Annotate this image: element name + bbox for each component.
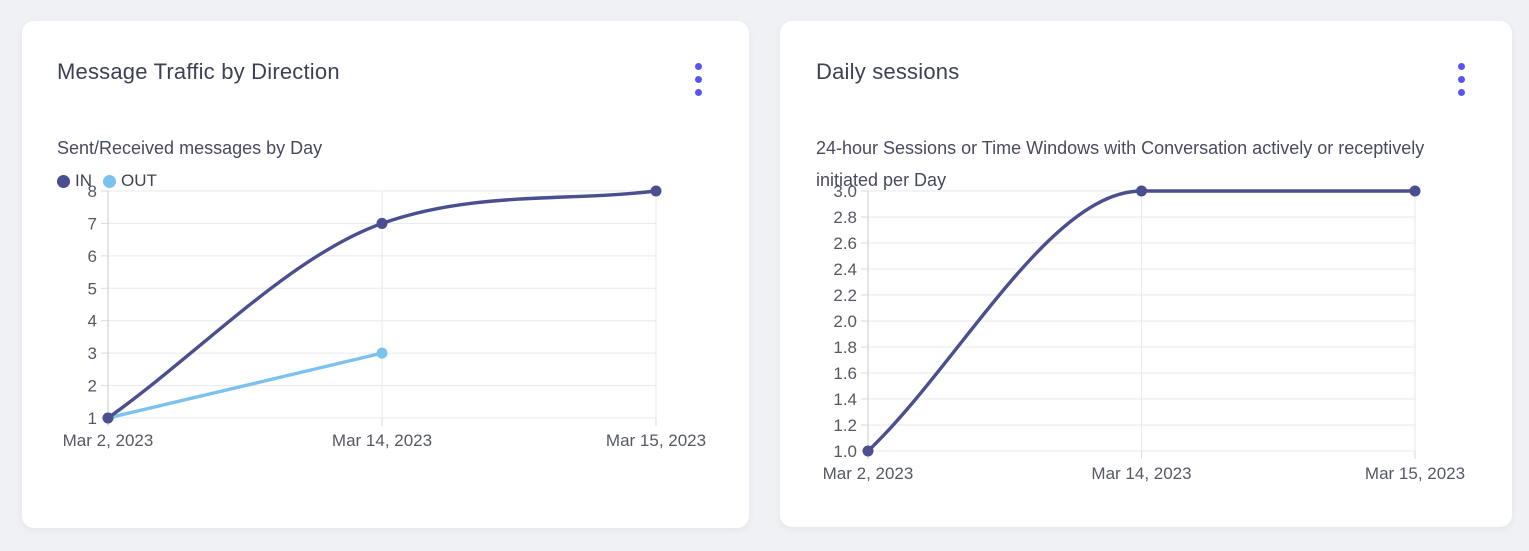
- svg-text:7: 7: [88, 214, 97, 233]
- svg-text:1: 1: [88, 409, 97, 428]
- card-header: Daily sessions: [816, 57, 1472, 98]
- svg-text:2.8: 2.8: [833, 208, 857, 227]
- svg-text:8: 8: [88, 182, 97, 201]
- daily-sessions-line-chart[interactable]: 1.0 1.2 1.4 1.6 1.8 2.0 2.2 2.4 2.6 2.8 3.0 Mar 2, …: [816, 181, 1506, 491]
- svg-text:1.2: 1.2: [833, 416, 857, 435]
- kebab-menu-icon: [695, 63, 702, 96]
- svg-text:Mar 15, 2023: Mar 15, 2023: [1365, 464, 1465, 483]
- svg-text:1.0: 1.0: [833, 442, 857, 461]
- message-traffic-line-chart[interactable]: 1 2 3 4 5 6 7 8 Mar 2, 2023 Mar 14, 2023 Mar 15, 2…: [44, 182, 724, 465]
- svg-text:Mar 14, 2023: Mar 14, 2023: [1091, 464, 1191, 483]
- svg-text:Mar 14, 2023: Mar 14, 2023: [332, 431, 432, 450]
- svg-text:6: 6: [88, 247, 97, 266]
- chart-legend: IN OUT: [57, 171, 709, 191]
- card-menu-button[interactable]: [690, 61, 707, 98]
- svg-text:Mar 2, 2023: Mar 2, 2023: [823, 464, 914, 483]
- svg-text:2.6: 2.6: [833, 234, 857, 253]
- svg-text:3.0: 3.0: [833, 182, 857, 201]
- card-title: Daily sessions: [816, 59, 960, 84]
- legend-dot-out: [103, 174, 116, 188]
- card-header: Message Traffic by Direction: [57, 57, 709, 98]
- svg-text:1.8: 1.8: [833, 338, 857, 357]
- svg-text:3: 3: [88, 344, 97, 363]
- svg-text:2.0: 2.0: [833, 312, 857, 331]
- svg-text:4: 4: [88, 312, 97, 331]
- daily-sessions-card: Daily sessions 24-hour Sessions or Time …: [780, 21, 1512, 527]
- legend-dot-in: [57, 174, 70, 188]
- legend-label-in: IN: [75, 171, 92, 190]
- card-subtitle: 24-hour Sessions or Time Windows with Co…: [816, 138, 1425, 190]
- svg-text:2.4: 2.4: [833, 260, 857, 279]
- card-title: Message Traffic by Direction: [57, 59, 340, 84]
- svg-text:2: 2: [88, 377, 97, 396]
- message-traffic-card: Message Traffic by Direction Sent/Receiv…: [22, 21, 749, 528]
- legend-item-out[interactable]: OUT: [103, 171, 157, 191]
- kebab-menu-icon: [1458, 63, 1465, 96]
- svg-text:Mar 2, 2023: Mar 2, 2023: [63, 431, 154, 450]
- legend-item-in[interactable]: IN: [57, 171, 92, 191]
- card-menu-button[interactable]: [1453, 61, 1470, 98]
- svg-text:5: 5: [88, 279, 97, 298]
- legend-label-out: OUT: [121, 171, 157, 190]
- card-subtitle: Sent/Received messages by Day: [57, 138, 323, 158]
- svg-text:1.4: 1.4: [833, 390, 857, 409]
- svg-text:2.2: 2.2: [833, 286, 857, 305]
- svg-text:Mar 15, 2023: Mar 15, 2023: [606, 431, 706, 450]
- svg-text:1.6: 1.6: [833, 364, 857, 383]
